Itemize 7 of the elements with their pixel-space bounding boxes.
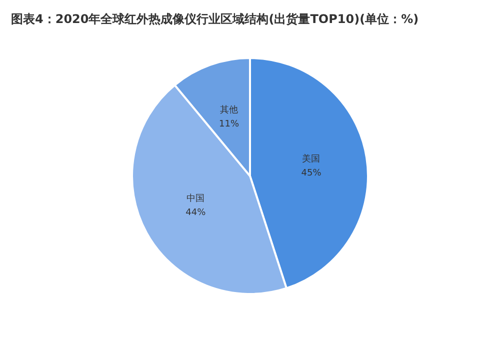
slice-label: 中国 bbox=[186, 192, 205, 204]
slice-label: 其他 bbox=[220, 104, 238, 116]
slice-label: 美国 bbox=[302, 153, 320, 164]
chart-title: 图表4：2020年全球红外热成像仪行业区域结构(出货量TOP10)(单位：%) bbox=[11, 12, 419, 26]
data-label: 44% bbox=[186, 208, 206, 218]
data-label: 11% bbox=[218, 120, 240, 130]
data-label: 45% bbox=[301, 168, 322, 178]
